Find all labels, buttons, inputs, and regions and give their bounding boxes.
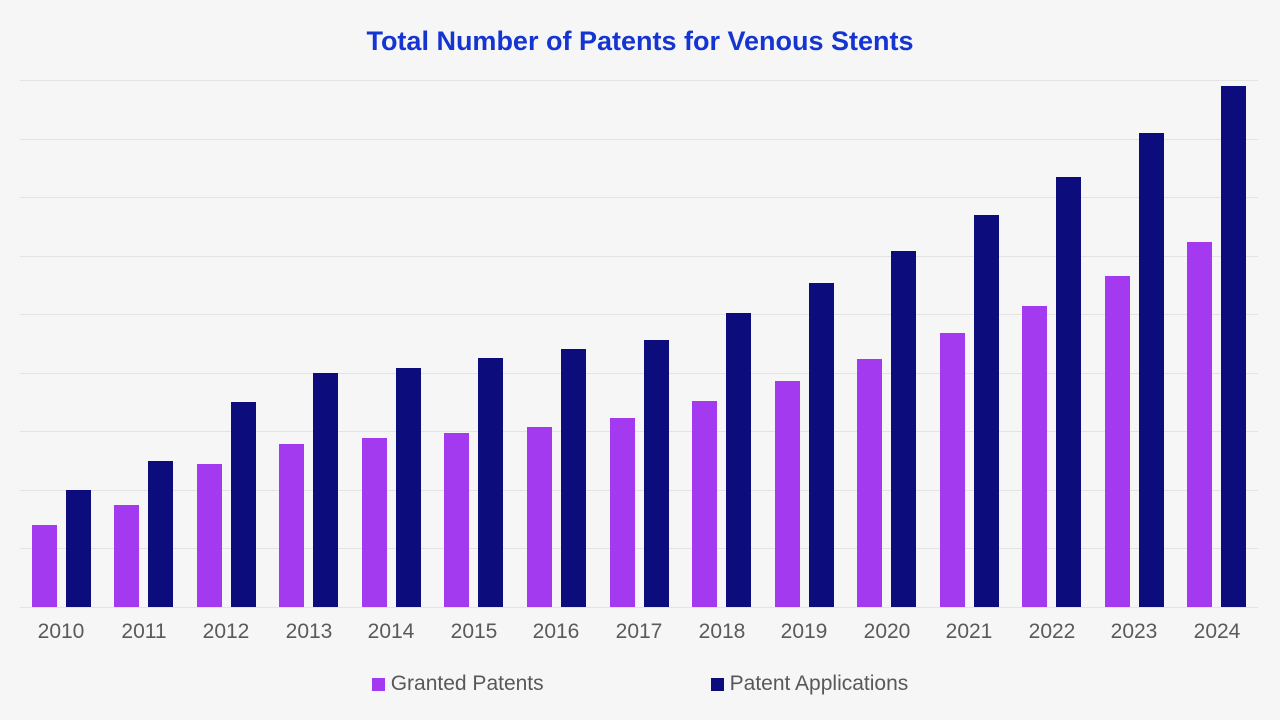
- x-tick-label-2019: 2019: [780, 620, 828, 643]
- x-tick-label-2020: 2020: [863, 620, 911, 643]
- legend-label: Granted Patents: [390, 672, 544, 695]
- bar-2022-patent-applications: [1056, 177, 1081, 607]
- legend-swatch-icon: [710, 677, 724, 691]
- bar-2015-patent-applications: [478, 358, 503, 607]
- bar-2011-patent-applications: [148, 461, 173, 607]
- bar-2019-patent-applications: [809, 283, 834, 607]
- bar-2017-patent-applications: [644, 340, 669, 607]
- bar-2018-granted-patents: [692, 401, 717, 607]
- bar-2014-patent-applications: [396, 368, 421, 607]
- x-tick-label-2016: 2016: [532, 620, 580, 643]
- bar-2017-granted-patents: [610, 418, 635, 607]
- x-tick-label-2023: 2023: [1110, 620, 1158, 643]
- x-tick-label-2017: 2017: [615, 620, 663, 643]
- bar-2019-granted-patents: [775, 381, 800, 607]
- x-tick-label-2015: 2015: [450, 620, 498, 643]
- x-axis-baseline: [20, 607, 1258, 608]
- legend-swatch-icon: [371, 677, 385, 691]
- bar-2010-granted-patents: [32, 525, 57, 607]
- gridline: [20, 490, 1258, 491]
- bar-2015-granted-patents: [444, 433, 469, 607]
- legend-label: Patent Applications: [729, 672, 909, 695]
- bar-2021-granted-patents: [940, 333, 965, 607]
- x-tick-label-2022: 2022: [1028, 620, 1076, 643]
- chart-title: Total Number of Patents for Venous Stent…: [366, 26, 914, 56]
- gridline: [20, 197, 1258, 198]
- bar-2013-patent-applications: [313, 373, 338, 607]
- legend: Granted Patents Patent Applications: [0, 668, 1280, 700]
- bar-2018-patent-applications: [726, 313, 751, 607]
- x-tick-label-2011: 2011: [121, 620, 167, 643]
- gridline: [20, 548, 1258, 549]
- bar-2021-patent-applications: [974, 215, 999, 607]
- x-tick-label-2012: 2012: [202, 620, 250, 643]
- x-tick-label-2013: 2013: [285, 620, 333, 643]
- bar-2016-patent-applications: [561, 349, 586, 607]
- gridline: [20, 373, 1258, 374]
- bar-2013-granted-patents: [279, 444, 304, 607]
- x-tick-label-2010: 2010: [37, 620, 85, 643]
- x-tick-label-2014: 2014: [367, 620, 415, 643]
- bar-2023-granted-patents: [1105, 276, 1130, 607]
- bar-2024-patent-applications: [1221, 86, 1246, 607]
- x-axis: 2010 2011 2012 2013 2014 2015 2016 2017 2018 2019…: [20, 620, 1258, 652]
- legend-item-patent-applications: Patent Applications: [710, 672, 909, 696]
- bar-2010-patent-applications: [66, 490, 91, 607]
- bar-2014-granted-patents: [362, 438, 387, 607]
- bar-2012-patent-applications: [231, 402, 256, 607]
- bar-2011-granted-patents: [114, 505, 139, 607]
- bar-2012-granted-patents: [197, 464, 222, 607]
- gridline: [20, 431, 1258, 432]
- gridline: [20, 314, 1258, 315]
- gridline: [20, 139, 1258, 140]
- bar-2022-granted-patents: [1022, 306, 1047, 607]
- bar-2020-granted-patents: [857, 359, 882, 607]
- gridline: [20, 256, 1258, 257]
- bar-2020-patent-applications: [891, 251, 916, 607]
- x-tick-label-2024: 2024: [1193, 620, 1241, 643]
- plot-area: [20, 80, 1258, 608]
- bar-2016-granted-patents: [527, 427, 552, 607]
- x-tick-label-2021: 2021: [945, 620, 993, 643]
- legend-item-granted-patents: Granted Patents: [371, 672, 544, 696]
- gridline: [20, 80, 1258, 81]
- x-tick-label-2018: 2018: [698, 620, 746, 643]
- bar-2023-patent-applications: [1139, 133, 1164, 607]
- bar-2024-granted-patents: [1187, 242, 1212, 607]
